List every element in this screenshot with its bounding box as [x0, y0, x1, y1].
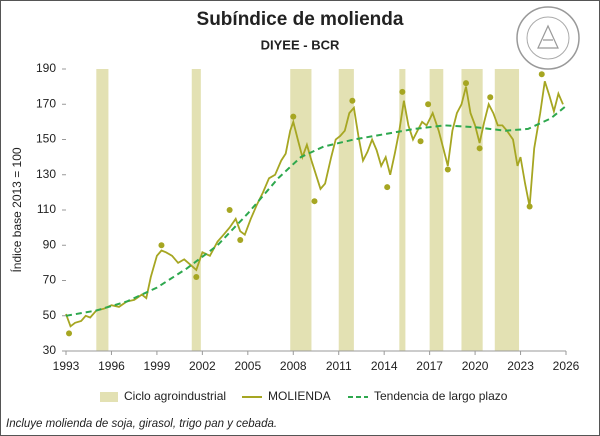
highlight-point [538, 71, 545, 78]
x-tick-label: 2014 [371, 359, 398, 373]
highlight-point [349, 97, 356, 104]
highlight-point [290, 113, 297, 120]
footnote: Incluye molienda de soja, girasol, trigo… [6, 418, 277, 430]
cycle-band [429, 69, 444, 351]
y-tick-label: 30 [43, 343, 57, 357]
y-tick-label: 190 [36, 61, 56, 75]
x-tick-label: 2008 [280, 359, 307, 373]
trend-line [65, 105, 567, 317]
highlight-point [193, 273, 200, 280]
legend-label: Tendencia de largo plazo [374, 389, 508, 403]
highlight-point [384, 184, 391, 191]
cycle-band [494, 69, 520, 351]
logo [516, 6, 580, 70]
highlight-point [311, 198, 318, 205]
highlight-point [476, 145, 483, 152]
highlight-point [226, 207, 233, 213]
chart-title: Subíndice de molienda [197, 9, 404, 30]
chart-subtitle: DIYEE - BCR [261, 37, 340, 52]
x-tick-label: 1996 [98, 359, 125, 373]
x-tick-label: 2011 [326, 359, 352, 373]
x-tick-label: 2023 [507, 359, 534, 373]
highlight-point [158, 242, 165, 249]
x-tick-label: 2026 [553, 359, 580, 373]
y-axis-label: Índice base 2013 = 100 [9, 147, 24, 272]
highlight-point [463, 80, 469, 87]
x-tick-label: 1993 [53, 359, 80, 373]
y-tick-label: 150 [36, 132, 56, 146]
y-tick-label: 90 [43, 237, 57, 251]
cycle-band [191, 69, 201, 351]
y-tick-label: 170 [36, 96, 56, 110]
legend-label: Ciclo agroindustrial [124, 389, 226, 403]
y-tick-label: 110 [37, 202, 56, 216]
x-tick-label: 2002 [189, 359, 216, 373]
cycle-band [290, 69, 312, 351]
highlight-point [425, 101, 432, 108]
highlight-point [399, 88, 406, 95]
highlight-point [444, 166, 451, 173]
highlight-point [526, 203, 533, 210]
legend-label: MOLIENDA [268, 389, 331, 403]
y-tick-label: 70 [43, 273, 57, 287]
cycle-band [399, 69, 406, 351]
x-tick-label: 2017 [416, 359, 443, 373]
y-tick-label: 50 [43, 308, 57, 322]
cycle-band [461, 69, 483, 351]
x-tick-label: 2020 [462, 359, 489, 373]
y-tick-label: 130 [36, 167, 56, 181]
highlight-point [66, 330, 73, 337]
series-line [65, 81, 564, 328]
highlight-point [487, 94, 494, 101]
highlight-point [237, 236, 244, 243]
x-tick-label: 1999 [144, 359, 171, 373]
highlight-point [417, 138, 424, 145]
x-tick-label: 2005 [234, 359, 261, 373]
cycle-band [96, 69, 109, 351]
legend-swatch [100, 392, 118, 402]
